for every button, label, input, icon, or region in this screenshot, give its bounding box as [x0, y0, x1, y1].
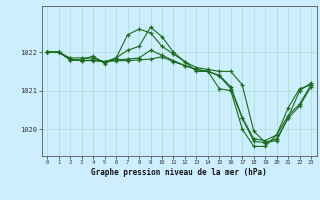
- X-axis label: Graphe pression niveau de la mer (hPa): Graphe pression niveau de la mer (hPa): [91, 168, 267, 177]
